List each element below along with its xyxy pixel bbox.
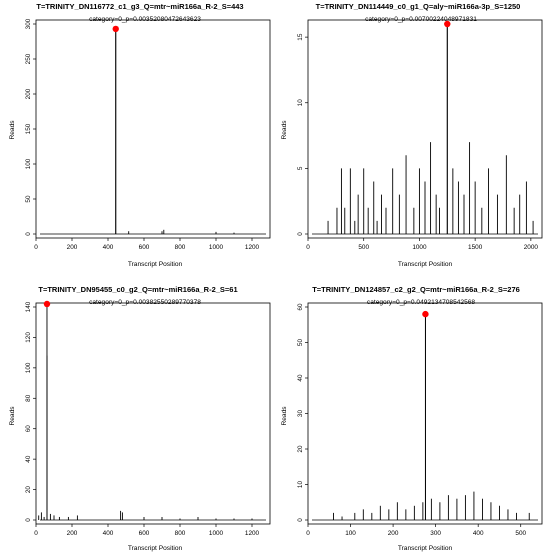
x-tick-label: 0 (34, 530, 38, 537)
y-tick-label: 200 (25, 88, 32, 99)
x-tick-label: 1500 (468, 244, 483, 251)
y-tick-label: 15 (297, 33, 304, 41)
y-tick-label: 120 (25, 332, 32, 343)
x-tick-label: 1000 (209, 530, 224, 537)
x-axis-label: Transcript Position (128, 545, 183, 552)
y-tick-label: 10 (297, 99, 304, 107)
y-tick-label: 40 (25, 455, 32, 463)
plot-subtitle: category=0_p=0.0492134708542568 (367, 299, 475, 306)
y-tick-label: 0 (297, 232, 304, 236)
x-tick-label: 400 (103, 244, 114, 251)
y-tick-label: 140 (25, 301, 32, 312)
y-tick-label: 60 (297, 303, 304, 311)
y-tick-label: 100 (25, 158, 32, 169)
peak-marker (422, 310, 429, 318)
x-tick-label: 0 (306, 244, 310, 251)
y-axis-label: Reads (281, 120, 288, 140)
y-tick-label: 10 (297, 481, 304, 489)
y-tick-label: 250 (25, 53, 32, 64)
plot-frame (35, 19, 271, 239)
plot-title: T=TRINITY_DN124857_c2_g2_Q=mtr~miR166a_R… (312, 285, 520, 294)
x-tick-label: 800 (175, 530, 186, 537)
plot-title: T=TRINITY_DN114449_c0_g1_Q=aly~miR166a-3… (316, 2, 521, 11)
y-tick-label: 0 (297, 518, 304, 522)
x-tick-label: 1200 (245, 244, 260, 251)
x-tick-label: 800 (175, 244, 186, 251)
x-tick-label: 200 (67, 530, 78, 537)
y-tick-label: 300 (25, 18, 32, 29)
plot-subtitle: category=0_p=0.00700224048971831 (365, 16, 477, 23)
plot-frame (35, 302, 271, 525)
plot-subtitle: category=0_p=0.00352080472643623 (89, 16, 201, 23)
y-axis-label: Reads (9, 406, 16, 426)
plot-subtitle: category=0_p=0.00382550289770378 (89, 299, 201, 306)
x-tick-label: 1000 (412, 244, 427, 251)
y-tick-label: 5 (297, 166, 304, 170)
x-tick-label: 0 (306, 530, 310, 537)
peak-marker (444, 20, 451, 28)
y-tick-label: 100 (25, 362, 32, 373)
x-axis-label: Transcript Position (398, 545, 453, 552)
x-axis-label: Transcript Position (398, 261, 453, 268)
y-axis-label: Reads (9, 120, 16, 140)
x-tick-label: 500 (358, 244, 369, 251)
x-tick-label: 200 (67, 244, 78, 251)
plot-title: T=TRINITY_DN95455_c0_g2_Q=mtr~miR166a_R-… (38, 285, 237, 294)
plot-panel-2: T=TRINITY_DN114449_c0_g1_Q=aly~miR166a-3… (281, 2, 543, 268)
y-tick-label: 60 (25, 425, 32, 433)
plot-title: T=TRINITY_DN116772_c1_g3_Q=mtr~miR166a_R… (36, 2, 243, 11)
plot-panel-4: T=TRINITY_DN124857_c2_g2_Q=mtr~miR166a_R… (281, 285, 543, 552)
x-tick-label: 400 (103, 530, 114, 537)
x-tick-label: 0 (34, 244, 38, 251)
y-axis-label: Reads (281, 406, 288, 426)
plot-panel-1: T=TRINITY_DN116772_c1_g3_Q=mtr~miR166a_R… (9, 2, 271, 268)
x-tick-label: 300 (430, 530, 441, 537)
x-axis-label: Transcript Position (128, 261, 183, 268)
y-tick-label: 20 (297, 445, 304, 453)
x-tick-label: 100 (345, 530, 356, 537)
y-tick-label: 20 (25, 486, 32, 494)
plot-frame (307, 19, 543, 239)
x-tick-label: 400 (473, 530, 484, 537)
x-tick-label: 1200 (245, 530, 260, 537)
x-tick-label: 2000 (524, 244, 539, 251)
y-tick-label: 40 (297, 374, 304, 382)
y-tick-label: 0 (25, 232, 32, 236)
y-tick-label: 0 (25, 518, 32, 522)
x-tick-label: 200 (388, 530, 399, 537)
x-tick-label: 600 (139, 244, 150, 251)
y-tick-label: 80 (25, 394, 32, 402)
peak-marker (112, 25, 119, 33)
x-tick-label: 600 (139, 530, 150, 537)
y-tick-label: 50 (25, 195, 32, 203)
y-tick-label: 150 (25, 123, 32, 134)
x-tick-label: 1000 (209, 244, 224, 251)
peak-marker (43, 300, 51, 308)
y-tick-label: 50 (297, 339, 304, 347)
plot-panel-3: T=TRINITY_DN95455_c0_g2_Q=mtr~miR166a_R-… (9, 285, 271, 552)
y-tick-label: 30 (297, 410, 304, 418)
x-tick-label: 500 (515, 530, 526, 537)
